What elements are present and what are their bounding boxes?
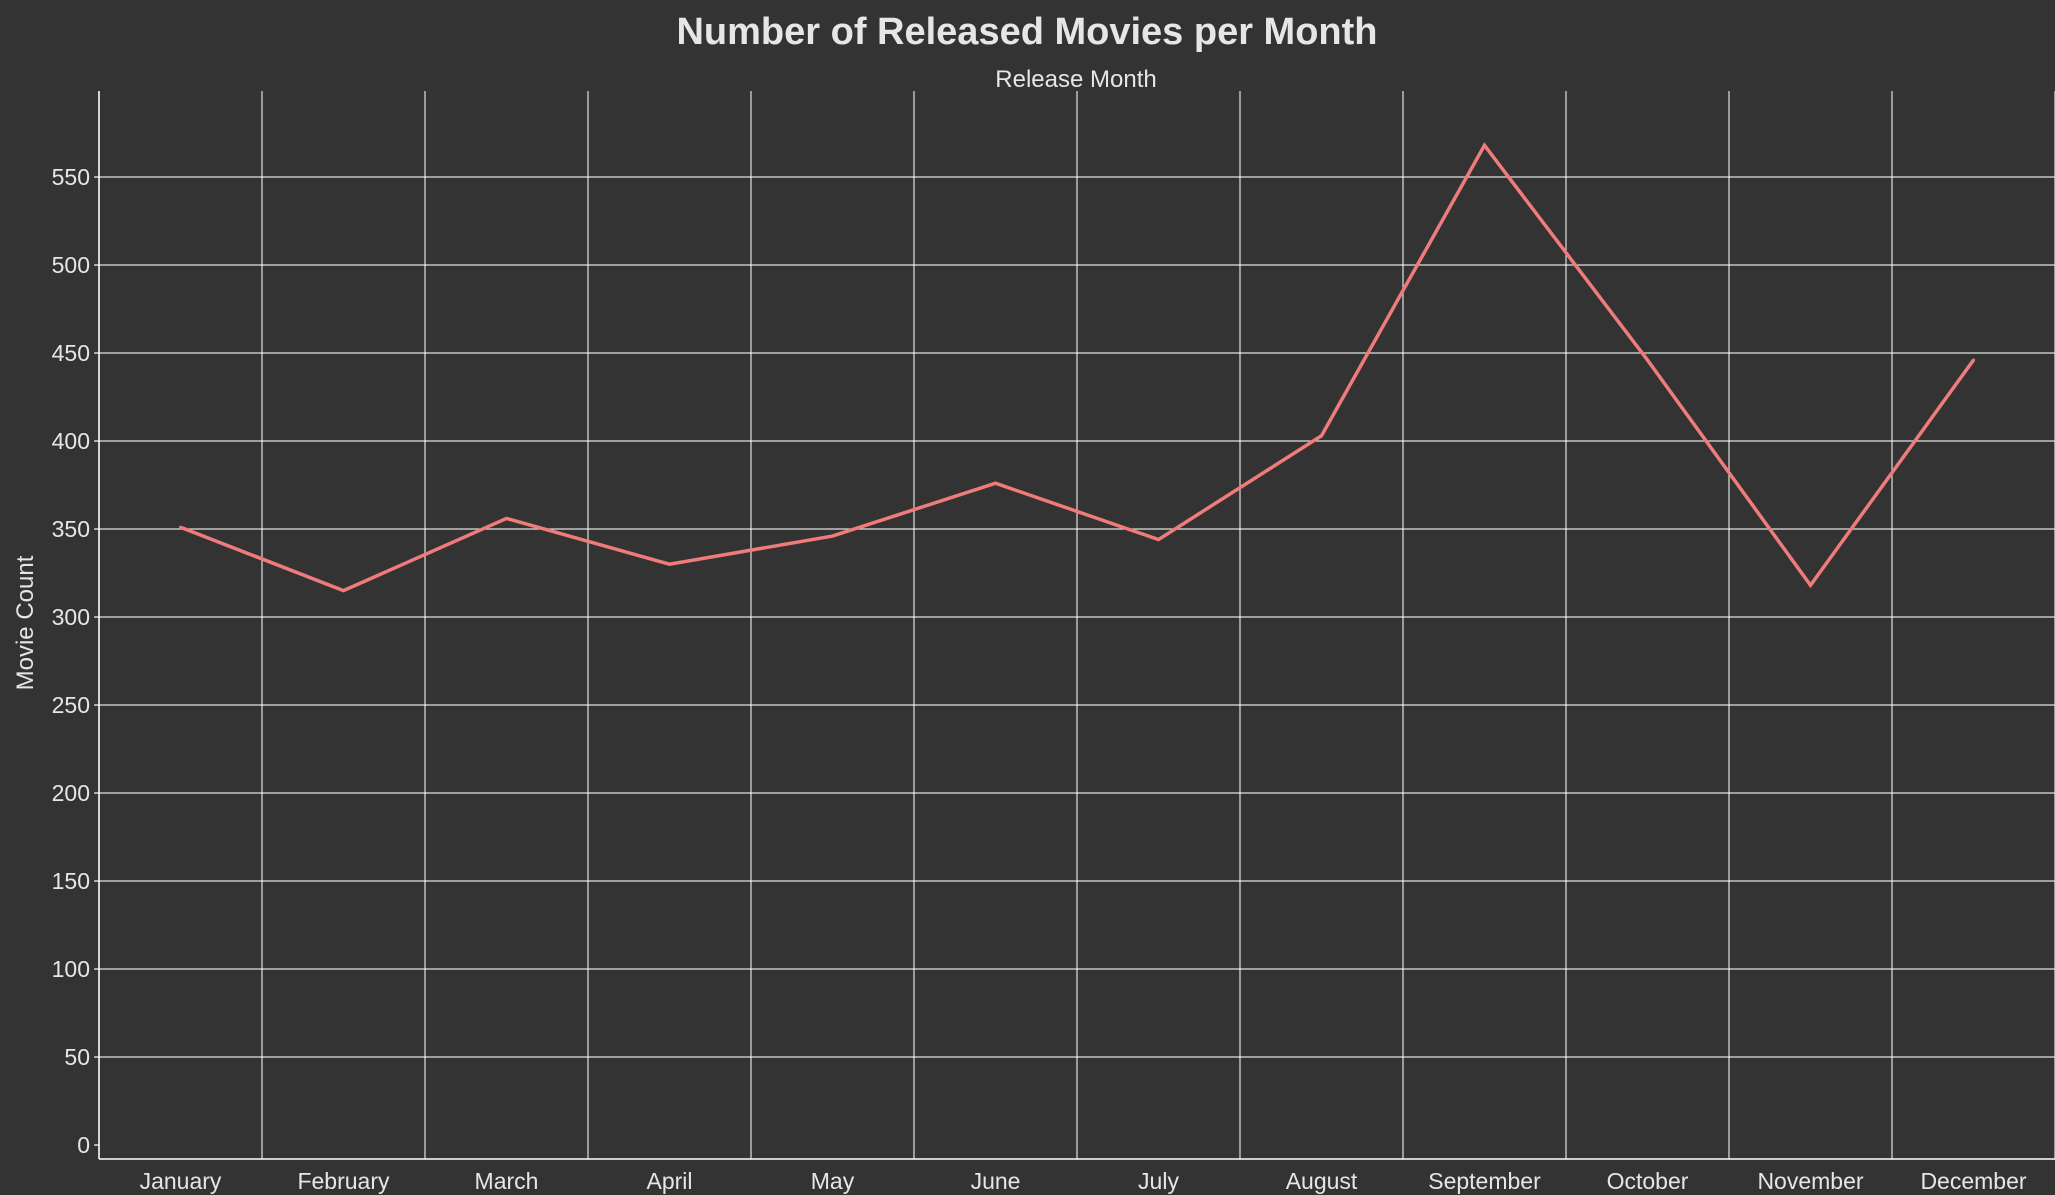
y-tick-label: 100	[52, 956, 90, 982]
y-tick-label: 500	[52, 252, 90, 278]
data-point	[1809, 583, 1812, 587]
x-tick-label: January	[140, 1168, 222, 1194]
y-tick-label: 50	[64, 1044, 90, 1070]
x-tick-label: June	[971, 1168, 1021, 1194]
x-tick-label: May	[811, 1168, 855, 1194]
data-point	[1646, 358, 1649, 362]
x-tick-label: July	[1138, 1168, 1179, 1194]
data-point	[342, 589, 345, 593]
y-tick-label: 150	[52, 868, 90, 894]
label-layer: Number of Released Movies per Month Rele…	[12, 11, 1378, 690]
y-tick-label: 450	[52, 340, 90, 366]
x-tick-label: March	[475, 1168, 539, 1194]
x-tick-label: October	[1607, 1168, 1689, 1194]
y-tick-label: 550	[52, 164, 90, 190]
axis-layer: 0 50 100 150 200 250 300 350 400 450 500 550 January…	[52, 91, 2055, 1194]
grid-layer	[98, 91, 2055, 1159]
y-tick-label: 0	[77, 1132, 90, 1158]
data-point	[1483, 143, 1486, 147]
data-point	[505, 516, 508, 520]
x-tick-label: February	[297, 1168, 390, 1194]
y-tick-label: 300	[52, 604, 90, 630]
y-axis-title: Movie Count	[12, 555, 39, 690]
series-line	[179, 142, 1975, 593]
data-point	[994, 481, 997, 485]
chart-title: Number of Released Movies per Month	[676, 11, 1377, 53]
y-tick-label: 250	[52, 692, 90, 718]
data-point	[668, 562, 671, 566]
x-tick-label: April	[646, 1168, 692, 1194]
data-point	[1320, 434, 1323, 438]
data-point	[179, 525, 182, 529]
x-tick-label: December	[1920, 1168, 2026, 1194]
y-tick-label: 200	[52, 780, 90, 806]
y-tick-label: 350	[52, 516, 90, 542]
x-tick-label: September	[1428, 1168, 1541, 1194]
x-tick-label: August	[1286, 1168, 1358, 1194]
y-tick-label: 400	[52, 428, 90, 454]
data-point	[1157, 538, 1160, 542]
data-point	[1972, 358, 1975, 362]
series-layer	[179, 142, 1975, 593]
x-tick-label: November	[1757, 1168, 1863, 1194]
data-point	[831, 534, 834, 538]
x-axis-title: Release Month	[995, 66, 1156, 93]
